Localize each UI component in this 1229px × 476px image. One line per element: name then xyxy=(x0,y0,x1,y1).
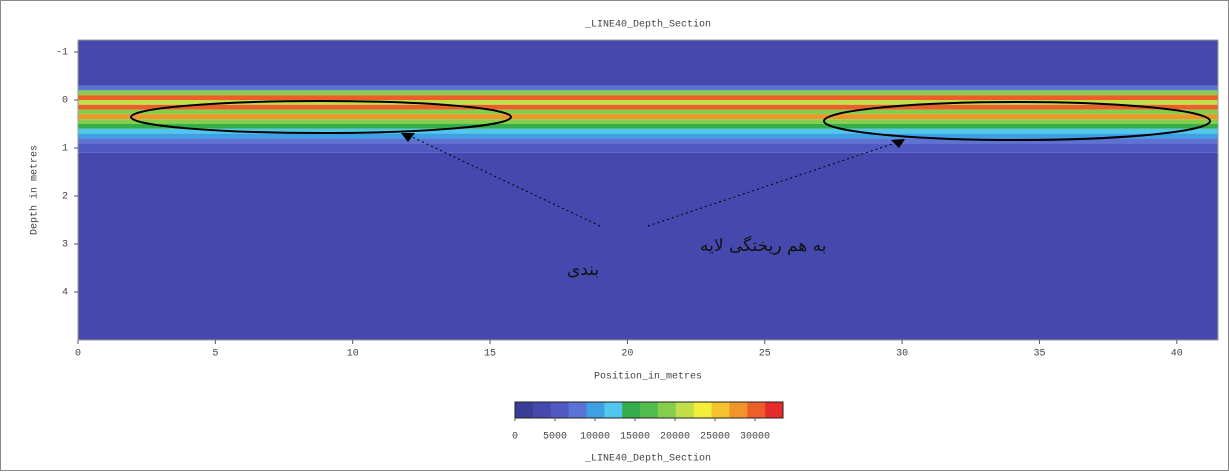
y-tick-label: 3 xyxy=(62,240,68,251)
colorbar-segment xyxy=(604,402,622,418)
colorbar-tick-label: 5000 xyxy=(543,432,567,443)
x-tick-label: 25 xyxy=(759,349,771,360)
annotation: به هم ریختگی لایه xyxy=(700,235,826,256)
colorbar-segment xyxy=(551,402,569,418)
colorbar-tick-label: 0 xyxy=(512,432,518,443)
heat-band xyxy=(78,124,1218,129)
x-tick-label: 30 xyxy=(896,349,908,360)
heat-band xyxy=(78,119,1218,124)
colorbar-segment xyxy=(729,402,747,418)
colorbar-segment xyxy=(515,402,533,418)
colorbar-tick-label: 15000 xyxy=(620,432,650,443)
colorbar-segment xyxy=(658,402,676,418)
y-tick-label: 4 xyxy=(62,288,68,299)
x-tick-label: 0 xyxy=(75,349,81,360)
heat-band xyxy=(78,143,1218,153)
colorbar-tick-label: 30000 xyxy=(740,432,770,443)
colorbar-segment xyxy=(694,402,712,418)
x-tick-label: 35 xyxy=(1033,349,1045,360)
colorbar-segment xyxy=(586,402,604,418)
y-tick-label: -1 xyxy=(56,48,68,59)
y-tick-label: 0 xyxy=(62,96,68,107)
heat-band xyxy=(78,114,1218,119)
annotation: بندی xyxy=(567,260,599,280)
x-tick-label: 10 xyxy=(347,349,359,360)
heat-band xyxy=(78,86,1218,91)
x-tick-label: 15 xyxy=(484,349,496,360)
colorbar-segment xyxy=(622,402,640,418)
y-axis-label: Depth in metres xyxy=(29,145,41,235)
plot-area xyxy=(78,40,1218,340)
heat-band xyxy=(78,40,1218,86)
colorbar-segment xyxy=(533,402,551,418)
colorbar-segment xyxy=(640,402,658,418)
x-axis-label: Position_in_metres xyxy=(594,371,702,383)
heat-band xyxy=(78,110,1218,115)
colorbar-segment xyxy=(712,402,730,418)
x-tick-label: 5 xyxy=(212,349,218,360)
x-tick-label: 40 xyxy=(1171,349,1183,360)
colorbar-tick-label: 10000 xyxy=(580,432,610,443)
x-tick-label: 20 xyxy=(621,349,633,360)
y-tick-label: 1 xyxy=(62,144,68,155)
colorbar-segment xyxy=(747,402,765,418)
colorbar-tick-label: 25000 xyxy=(700,432,730,443)
colorbar-segment xyxy=(569,402,587,418)
colorbar-tick-label: 20000 xyxy=(660,432,690,443)
heat-band xyxy=(78,105,1218,110)
colorbar-segment xyxy=(676,402,694,418)
colorbar-title: _LINE40_Depth_Section xyxy=(584,453,711,465)
heat-band xyxy=(78,95,1218,100)
chart: _LINE40_Depth_Section Position_in_metres… xyxy=(0,0,1229,471)
colorbar-segment xyxy=(765,402,783,418)
chart-title: _LINE40_Depth_Section xyxy=(584,19,711,31)
heat-band xyxy=(78,134,1218,139)
heat-band xyxy=(78,90,1218,95)
y-tick-label: 2 xyxy=(62,192,68,203)
heat-band xyxy=(78,153,1218,340)
